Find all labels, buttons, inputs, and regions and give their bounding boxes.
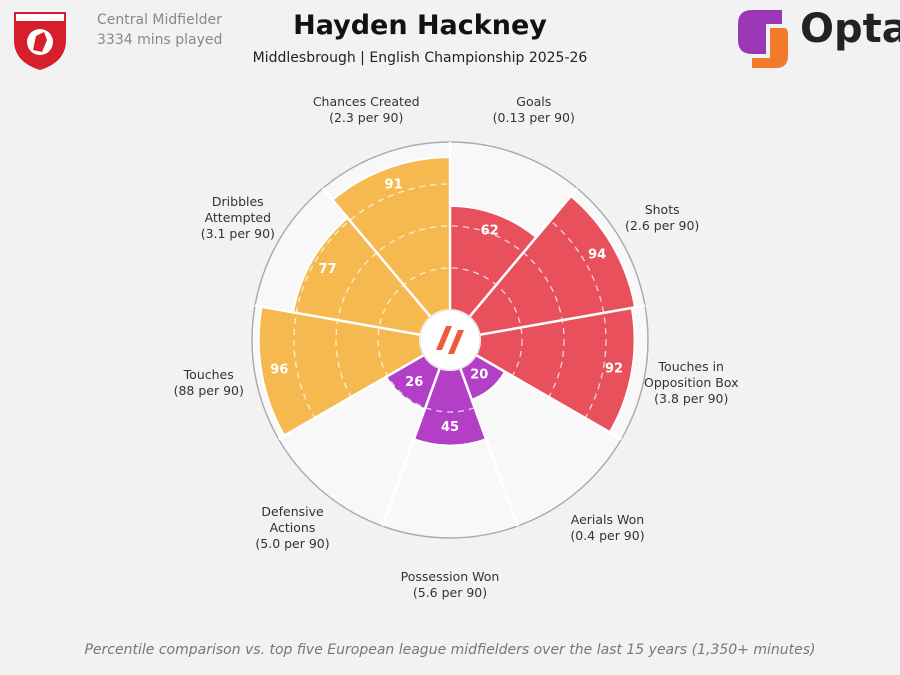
category-name: Goals	[516, 93, 552, 109]
category-name: Touches	[183, 366, 234, 382]
category-label: Shots (2.6 per 90)	[607, 202, 717, 234]
position: Central Midfielder	[97, 12, 222, 28]
ring	[293, 183, 607, 497]
plot: 62 94 92 20 45 26 96 77 91	[251, 140, 649, 539]
category-label: Goals (0.13 per 90)	[479, 94, 589, 126]
category-label: Possession Won (5.6 per 90)	[385, 569, 515, 601]
category-rate: (5.6 per 90)	[412, 585, 488, 600]
divider	[468, 187, 579, 318]
category-rate: (5.0 per 90)	[255, 535, 330, 551]
category-name: Dribbles Attempted	[204, 193, 272, 225]
center-logo-mark	[436, 326, 464, 354]
category-rate: (2.3 per 90)	[329, 109, 404, 125]
category-rate: (3.1 per 90)	[200, 225, 275, 241]
value-label: 94	[588, 248, 606, 263]
value-label: 45	[441, 420, 459, 435]
value-label: 96	[270, 363, 288, 378]
category-label: Aerials Won (0.4 per 90)	[552, 512, 662, 544]
divider	[277, 353, 425, 441]
value-label: 77	[319, 262, 337, 277]
center-logo	[419, 309, 481, 371]
value-label: 92	[605, 361, 623, 376]
brand-name: Opta	[800, 6, 900, 52]
divider	[459, 367, 519, 527]
value-label: 62	[481, 223, 499, 238]
chart-subtitle: Middlesbrough | English Championship 202…	[253, 50, 588, 66]
divider	[254, 304, 421, 337]
category-rate: (88 per 90)	[173, 382, 244, 398]
divider	[381, 367, 441, 527]
category-rate: (0.13 per 90)	[492, 109, 575, 125]
category-name: Touches in Opposition Box	[644, 358, 739, 390]
chart-title: Hayden Hackney	[293, 10, 547, 41]
category-name: Possession Won	[400, 569, 500, 584]
ring	[377, 267, 523, 413]
club-badge	[14, 12, 66, 70]
category-name: Defensive Actions	[261, 503, 324, 535]
category-label: Chances Created (2.3 per 90)	[301, 94, 431, 126]
brand-logo	[738, 10, 788, 68]
value-label: 91	[385, 178, 403, 193]
category-name: Shots	[644, 201, 680, 217]
category-name: Aerials Won	[570, 511, 645, 527]
category-label: Touches (88 per 90)	[154, 367, 264, 399]
value-label: 26	[405, 375, 423, 390]
category-rate: (2.6 per 90)	[625, 217, 700, 233]
category-name: Chances Created	[312, 93, 420, 109]
category-label: Touches in Opposition Box (3.8 per 90)	[641, 359, 741, 407]
footnote: Percentile comparison vs. top five Europ…	[85, 642, 816, 658]
value-label: 20	[470, 367, 488, 382]
category-rate: (3.8 per 90)	[654, 390, 729, 406]
divider	[321, 187, 432, 318]
divider	[475, 353, 623, 441]
category-label: Defensive Actions (5.0 per 90)	[248, 504, 338, 552]
ring	[335, 225, 565, 455]
minutes: 3334 mins played	[97, 32, 222, 48]
divider	[479, 304, 646, 337]
category-label: Dribbles Attempted (3.1 per 90)	[193, 194, 283, 242]
category-rate: (0.4 per 90)	[570, 527, 645, 543]
